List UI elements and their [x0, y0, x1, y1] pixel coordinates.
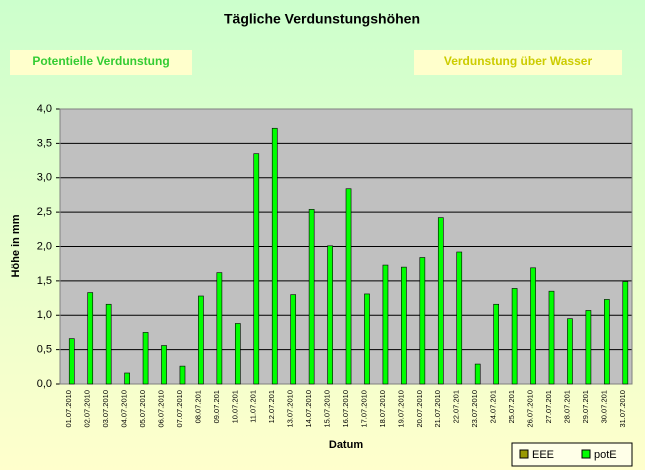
bar — [585, 310, 592, 385]
bar — [271, 127, 278, 385]
x-tick-label: 15.07.2010 — [323, 390, 332, 428]
x-tick-label: 09.07.201 — [212, 390, 221, 423]
bar — [198, 295, 204, 385]
y-axis-label: Höhe in mm — [10, 214, 22, 277]
bar — [548, 290, 555, 385]
y-tick-label: 2,0 — [37, 240, 52, 252]
x-tick-label: 21.07.2010 — [433, 390, 442, 428]
y-tick-label: 1,0 — [37, 309, 52, 321]
bar — [290, 294, 297, 385]
x-tick-label: 23.07.2010 — [470, 390, 479, 428]
button[interactable]: Verdunstung über Wasser — [444, 54, 593, 68]
y-tick-label: 2,5 — [37, 206, 52, 218]
x-axis-label: Datum — [329, 439, 363, 451]
x-tick-label: 12.07.201 — [267, 390, 276, 423]
x-tick-label: 16.07.2010 — [341, 390, 350, 428]
x-tick-label: 24.07.201 — [489, 390, 498, 423]
bar — [179, 365, 186, 385]
bar — [456, 251, 463, 385]
x-tick-label: 07.07.2010 — [175, 390, 184, 428]
legend-label: potE — [594, 449, 617, 461]
bar — [604, 299, 610, 385]
button-bg[interactable] — [10, 50, 192, 75]
bar — [530, 267, 536, 385]
legend-swatch — [519, 449, 529, 459]
button-bg[interactable] — [414, 50, 622, 75]
x-tick-label: 31.07.2010 — [618, 390, 627, 428]
x-tick-label: 17.07.2010 — [359, 390, 368, 428]
y-tick-label: 3,5 — [37, 137, 52, 149]
chart-title: Tägliche Verdunstungshöhen — [224, 11, 420, 27]
x-tick-label: 01.07.2010 — [64, 390, 73, 428]
bar — [87, 292, 94, 385]
bar — [253, 153, 260, 385]
x-tick-label: 20.07.2010 — [415, 390, 424, 428]
y-tick-label: 0,0 — [37, 378, 52, 390]
bar — [142, 332, 149, 385]
bar — [437, 217, 444, 385]
x-tick-label: 27.07.201 — [544, 390, 553, 423]
bar — [216, 272, 223, 385]
bar — [474, 363, 481, 385]
legend — [511, 442, 633, 467]
bar — [493, 303, 499, 385]
bar — [419, 257, 426, 385]
x-tick-label: 11.07.201 — [249, 390, 258, 423]
bar — [364, 293, 370, 385]
x-tick-label: 22.07.201 — [452, 390, 461, 423]
x-tick-label: 06.07.2010 — [156, 390, 165, 428]
bar — [234, 323, 241, 385]
x-tick-label: 08.07.201 — [193, 390, 202, 423]
bar — [382, 264, 389, 385]
legend-label: EEE — [532, 449, 554, 461]
x-tick-label: 29.07.201 — [581, 390, 590, 423]
x-tick-label: 13.07.2010 — [286, 390, 295, 428]
bar — [401, 266, 407, 385]
x-tick-label: 10.07.201 — [230, 390, 239, 423]
x-tick-label: 05.07.2010 — [138, 390, 147, 428]
x-tick-label: 30.07.201 — [599, 390, 608, 423]
bar — [622, 281, 629, 385]
bar — [124, 372, 130, 385]
x-tick-label: 03.07.2010 — [101, 390, 110, 428]
bar — [567, 318, 573, 385]
bar — [105, 303, 112, 385]
y-tick-label: 3,0 — [37, 172, 52, 184]
x-tick-label: 25.07.201 — [507, 390, 516, 423]
button[interactable]: Potentielle Verdunstung — [32, 54, 169, 68]
x-tick-label: 19.07.2010 — [396, 390, 405, 428]
x-tick-label: 18.07.2010 — [378, 390, 387, 428]
bar — [327, 245, 333, 385]
bar — [308, 209, 315, 385]
y-tick-label: 0,5 — [37, 344, 52, 356]
x-tick-label: 26.07.2010 — [526, 390, 535, 428]
bar — [511, 288, 518, 385]
x-tick-label: 14.07.2010 — [304, 390, 313, 428]
y-tick-label: 1,5 — [37, 275, 52, 287]
y-tick-label: 4,0 — [37, 103, 52, 115]
bar — [161, 345, 167, 385]
x-tick-label: 02.07.2010 — [83, 390, 92, 428]
x-tick-label: 28.07.201 — [562, 390, 571, 423]
legend-swatch — [581, 449, 591, 459]
x-tick-label: 04.07.2010 — [120, 390, 129, 428]
bar — [345, 188, 352, 385]
bar — [68, 338, 75, 385]
